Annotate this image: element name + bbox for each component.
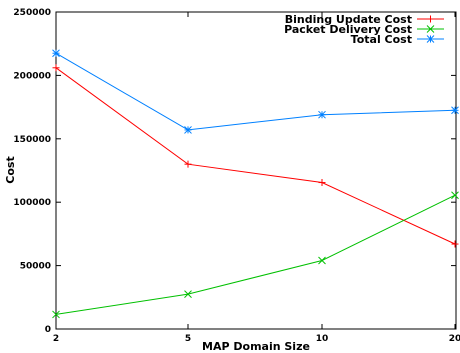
legend-marker bbox=[426, 35, 435, 43]
y-tick-label: 100000 bbox=[13, 198, 51, 208]
y-tick-label: 200000 bbox=[13, 71, 51, 81]
plot-area bbox=[55, 11, 457, 330]
x-tick-label: 2 bbox=[53, 334, 59, 344]
x-tick-label: 20 bbox=[449, 334, 460, 344]
series-2-point bbox=[52, 310, 60, 319]
series-1-point bbox=[451, 240, 459, 248]
series-layer bbox=[52, 49, 459, 319]
series-1-point bbox=[318, 179, 326, 187]
series-line-1 bbox=[55, 67, 456, 245]
series-3-point bbox=[52, 49, 60, 58]
y-tick-label: 150000 bbox=[13, 135, 51, 145]
series-line-2 bbox=[55, 194, 456, 315]
series-1-point bbox=[184, 160, 192, 168]
series-line-3 bbox=[55, 52, 456, 131]
y-tick-label: 0 bbox=[45, 325, 51, 335]
y-axis: 0 50000 100000 150000 200000 250000 bbox=[13, 8, 456, 335]
legend-marker bbox=[426, 25, 435, 33]
series-3-point bbox=[318, 110, 326, 119]
series-3-point bbox=[184, 126, 192, 134]
legend-label: Total Cost bbox=[351, 33, 412, 46]
y-axis-title: Cost bbox=[4, 156, 17, 183]
y-tick-label: 50000 bbox=[20, 262, 51, 272]
series-1-point bbox=[52, 64, 60, 72]
x-axis-title: MAP Domain Size bbox=[202, 340, 310, 353]
x-tick-label: 10 bbox=[316, 334, 329, 344]
x-tick-label: 5 bbox=[185, 334, 191, 344]
x-axis: 2 5 10 20 bbox=[53, 12, 460, 344]
legend-label: Packet Delivery Cost bbox=[284, 23, 412, 36]
legend-label: Binding Update Cost bbox=[285, 13, 412, 26]
y-tick-label: 250000 bbox=[13, 8, 51, 18]
series-2-point bbox=[451, 191, 459, 200]
series-2-point bbox=[318, 256, 326, 265]
series-2-point bbox=[184, 290, 192, 298]
legend-marker bbox=[427, 15, 434, 23]
series-3-point bbox=[451, 106, 459, 115]
